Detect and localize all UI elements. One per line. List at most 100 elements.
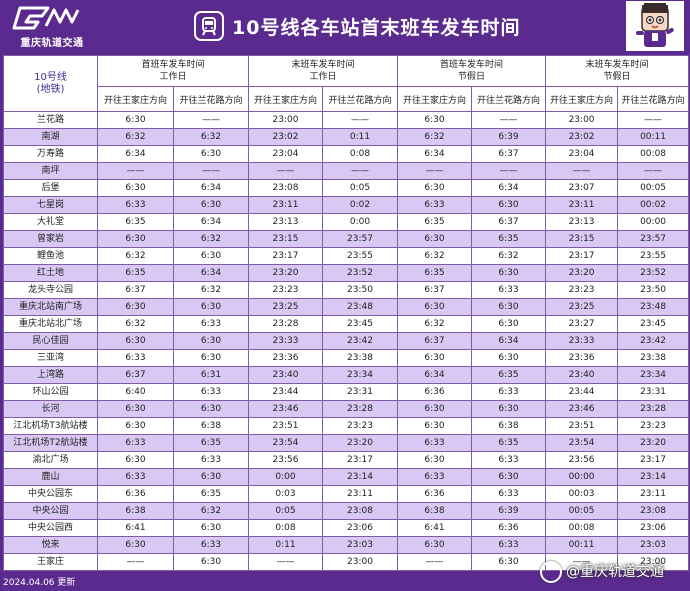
group-title: 首班车发车时间 [440, 60, 504, 70]
time-cell: 6:30 [397, 349, 473, 367]
time-cell: 23:20 [617, 434, 690, 452]
time-cell: 6:35 [471, 434, 547, 452]
time-cell: 6:30 [97, 298, 174, 316]
time-cell: 23:17 [545, 247, 619, 265]
group-title: 首班车发车时间 [141, 60, 205, 70]
table-row: 悦来 6:30 6:33 0:11 23:03 6:30 6:33 00:11 23:03 [3, 536, 690, 554]
time-cell: 6:34 [97, 145, 174, 163]
time-cell: 6:30 [397, 230, 473, 248]
update-date: 2024.04.06 更新 [3, 578, 76, 588]
time-cell: 6:34 [397, 366, 473, 384]
time-cell: 0:00 [248, 468, 324, 486]
time-cell: 23:23 [248, 281, 324, 299]
station-name-cell: 南湖 [3, 128, 98, 146]
time-cell: 6:30 [471, 349, 547, 367]
table-row: 鹿山 6:33 6:30 0:00 23:14 6:33 6:30 00:00 23:14 [3, 468, 690, 486]
header-banner: 重庆轨道交通 10号线各车站首末班车发车时间 [0, 0, 690, 52]
time-cell: —— [248, 553, 324, 571]
time-cell: 23:00 [322, 553, 399, 571]
schedule-body: 兰花路 6:30 —— 23:00 —— 6:30 —— 23:00 —— 南湖 6:32 6:32 2… [3, 111, 690, 571]
mascot-character-icon [626, 1, 684, 51]
time-cell: —— [617, 162, 690, 180]
page-title: 10号线各车站首末班车发车时间 [232, 16, 521, 39]
time-cell: 6:36 [471, 519, 547, 537]
time-cell: 0:03 [248, 485, 324, 503]
time-cell: 0:02 [322, 196, 399, 214]
time-cell: 23:52 [322, 264, 399, 282]
time-cell: 6:32 [397, 128, 473, 146]
time-cell: 6:30 [471, 196, 547, 214]
time-cell: 6:30 [172, 468, 250, 486]
time-cell: 6:34 [471, 332, 547, 350]
weibo-icon [540, 561, 562, 583]
time-cell: 6:30 [97, 230, 174, 248]
time-cell: 23:27 [545, 315, 619, 333]
time-cell: 23:57 [617, 230, 690, 248]
time-cell: 23:00 [545, 111, 619, 129]
time-cell: 6:34 [172, 179, 250, 197]
time-cell: 6:30 [397, 417, 473, 435]
time-cell: 6:32 [397, 247, 473, 265]
metro-train-icon [194, 11, 224, 41]
time-cell: —— [471, 111, 547, 129]
time-cell: 23:15 [545, 230, 619, 248]
time-cell: 6:30 [471, 468, 547, 486]
table-row: 重庆北站北广场 6:32 6:33 23:28 23:45 6:32 6:30 23:27 23… [3, 315, 690, 333]
time-cell: —— [471, 162, 547, 180]
direction-header: 开往王家庄方向 [397, 86, 473, 112]
station-name-cell: 后堡 [3, 179, 98, 197]
time-cell: —— [397, 553, 473, 571]
time-cell: 23:40 [545, 366, 619, 384]
time-cell: 23:17 [248, 247, 324, 265]
time-cell: 23:33 [545, 332, 619, 350]
time-cell: 23:25 [545, 298, 619, 316]
time-cell: 23:00 [248, 111, 324, 129]
time-cell: 23:11 [617, 485, 690, 503]
time-cell: —— [172, 162, 250, 180]
time-cell: 23:03 [322, 536, 399, 554]
time-cell: 6:35 [97, 264, 174, 282]
time-cell: —— [172, 111, 250, 129]
direction-header: 开往兰花路方向 [172, 86, 250, 112]
time-cell: 6:32 [172, 128, 250, 146]
time-cell: 6:35 [397, 264, 473, 282]
time-cell: 6:37 [97, 366, 174, 384]
table-row: 渝北广场 6:30 6:33 23:56 23:17 6:30 6:33 23:56 23:17 [3, 451, 690, 469]
cq-rail-logo-icon [12, 6, 80, 30]
time-cell: 00:02 [617, 196, 690, 214]
time-cell: 23:38 [617, 349, 690, 367]
direction-header: 开往王家庄方向 [545, 86, 619, 112]
time-cell: 6:41 [397, 519, 473, 537]
time-cell: 6:30 [97, 111, 174, 129]
group-title: 末班车发车时间 [585, 60, 649, 70]
time-cell: 6:36 [397, 485, 473, 503]
station-name-cell: 南坪 [3, 162, 98, 180]
time-cell: 23:48 [617, 298, 690, 316]
time-cell: 6:30 [397, 111, 473, 129]
time-cell: 23:03 [617, 536, 690, 554]
station-name-cell: 王家庄 [3, 553, 98, 571]
time-cell: 6:35 [172, 434, 250, 452]
time-cell: 23:55 [617, 247, 690, 265]
direction-header: 开往兰花路方向 [617, 86, 690, 112]
time-cell: 6:36 [97, 485, 174, 503]
time-cell: 0:05 [322, 179, 399, 197]
table-row: 兰花路 6:30 —— 23:00 —— 6:30 —— 23:00 —— [3, 111, 690, 129]
time-cell: 23:28 [617, 400, 690, 418]
time-cell: 23:57 [322, 230, 399, 248]
time-cell: 23:42 [617, 332, 690, 350]
table-row: 三亚湾 6:33 6:30 23:36 23:38 6:30 6:30 23:36 23:38 [3, 349, 690, 367]
time-cell: 23:28 [248, 315, 324, 333]
time-cell: 6:35 [471, 230, 547, 248]
time-cell: 6:33 [471, 281, 547, 299]
direction-header: 开往兰花路方向 [322, 86, 399, 112]
group-header: 首班车发车时间 节假日 [397, 55, 547, 87]
time-cell: 23:14 [322, 468, 399, 486]
station-name-cell: 三亚湾 [3, 349, 98, 367]
time-cell: —— [617, 111, 690, 129]
table-row: 万寿路 6:34 6:30 23:04 0:08 6:34 6:37 23:04 00:08 [3, 145, 690, 163]
time-cell: 6:32 [172, 502, 250, 520]
time-cell: 6:30 [471, 315, 547, 333]
time-cell: 6:31 [172, 366, 250, 384]
time-cell: 6:37 [97, 281, 174, 299]
